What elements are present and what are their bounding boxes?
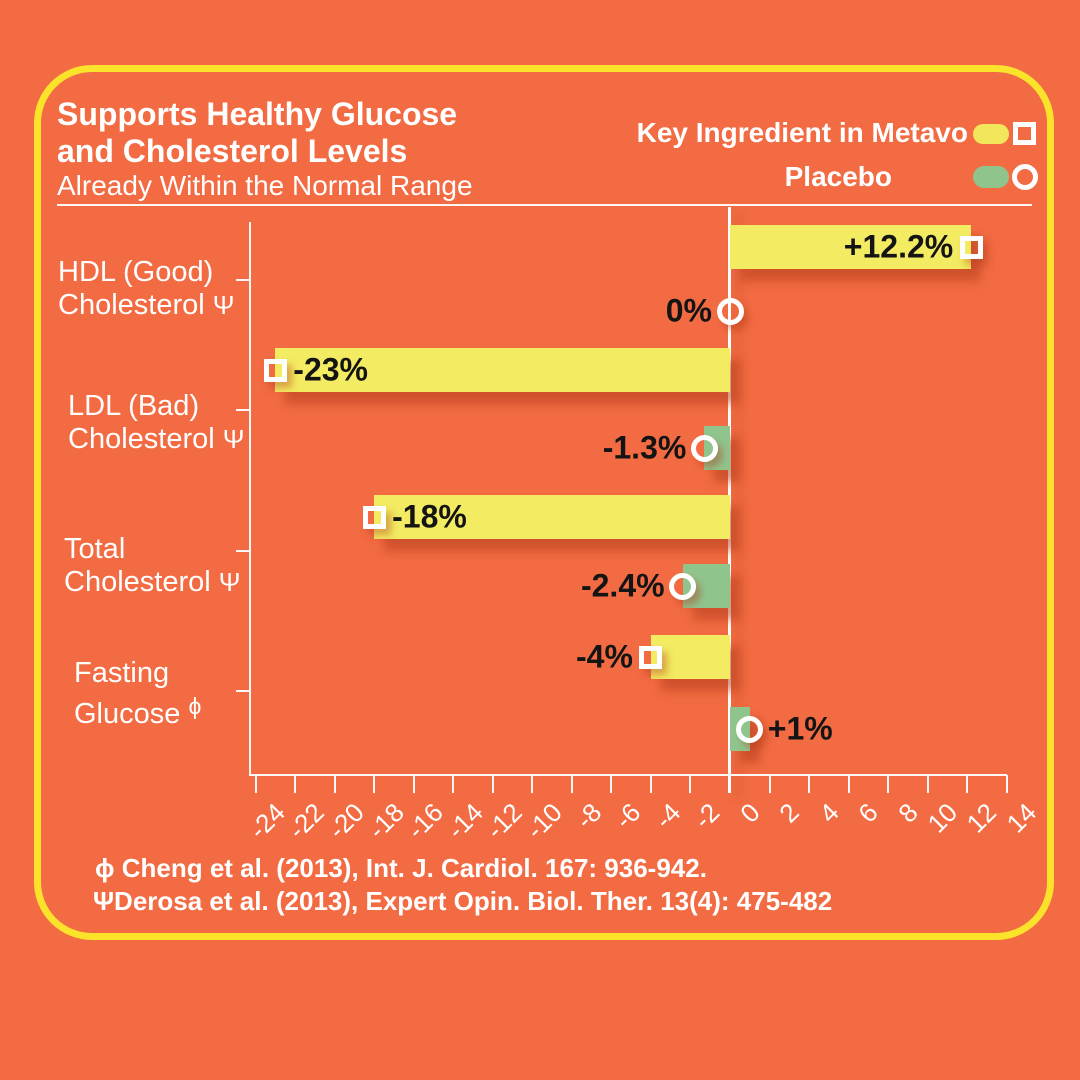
x-axis-tick: [570, 775, 573, 793]
panel-border: [34, 65, 1054, 940]
reference-symbol: Ψ: [218, 567, 241, 597]
x-axis-tick: [373, 775, 376, 793]
footnote-1: ϕ Cheng et al. (2013), Int. J. Cardiol. …: [95, 853, 707, 883]
x-axis-tick: [491, 775, 494, 793]
placebo-value-label: +1%: [767, 710, 833, 747]
legend-ingredient-swatch: [973, 124, 1009, 144]
reference-symbol: ϕ: [188, 693, 202, 719]
x-axis-tick: [333, 775, 336, 793]
category-label-0: HDL (Good) Cholesterol Ψ: [58, 256, 235, 321]
category-label-3: Fasting Glucose ϕ: [74, 657, 202, 730]
category-tick: [236, 279, 250, 281]
reference-symbol: Ψ: [212, 290, 235, 320]
footnote-2: ΨDerosa et al. (2013), Expert Opin. Biol…: [93, 886, 833, 916]
category-tick: [236, 409, 250, 411]
x-axis-line: [249, 774, 1007, 776]
category-label-1: LDL (Bad) Cholesterol Ψ: [68, 390, 245, 455]
page-subtitle: Already Within the Normal Range: [57, 170, 473, 201]
title-line-2: and Cholesterol Levels: [57, 133, 408, 169]
legend-circle-marker-icon: [1012, 164, 1038, 190]
x-tick-label: 10: [921, 797, 963, 839]
x-axis-tick: [808, 775, 811, 793]
placebo-circle-marker-icon: [690, 434, 718, 462]
category-tick: [236, 690, 250, 692]
placebo-circle-marker-icon: [736, 715, 764, 743]
header-underline: [57, 204, 1032, 206]
x-axis-tick: [1005, 775, 1008, 793]
x-axis-tick: [254, 775, 257, 793]
x-tick-label: -8: [569, 797, 608, 835]
ingredient-square-marker-icon: [263, 358, 287, 382]
ingredient-square-marker-icon: [362, 505, 386, 529]
ingredient-value-label: -4%: [576, 638, 633, 675]
x-tick-label: 6: [852, 797, 884, 829]
x-axis-tick: [847, 775, 850, 793]
placebo-circle-marker-icon: [716, 297, 744, 325]
x-axis-tick: [649, 775, 652, 793]
ingredient-square-marker-icon: [959, 235, 983, 259]
legend-item-ingredient-label: Key Ingredient in Metavo: [636, 117, 968, 148]
x-tick-label: 2: [773, 797, 805, 829]
y-axis-line: [249, 222, 251, 775]
x-axis-tick: [729, 775, 731, 793]
ingredient-bar: [650, 635, 730, 679]
legend-square-marker-icon: [1013, 122, 1036, 145]
title-line-1: Supports Healthy Glucose: [57, 96, 458, 132]
x-tick-label: -10: [519, 797, 568, 845]
ingredient-bar: [275, 348, 730, 392]
x-tick-label: -2: [688, 797, 726, 835]
page-title: Supports Healthy Glucose and Cholesterol…: [57, 96, 457, 170]
x-tick-label: 14: [1000, 797, 1042, 839]
x-tick-label: -4: [648, 797, 687, 835]
x-axis-tick: [926, 775, 929, 793]
ingredient-bar: [374, 495, 730, 539]
placebo-value-label: 0%: [665, 292, 712, 329]
legend-placebo-swatch: [973, 166, 1009, 188]
category-label-2: Total Cholesterol Ψ: [64, 533, 241, 598]
category-tick: [236, 550, 250, 552]
x-tick-label: 0: [733, 797, 766, 829]
x-axis-tick: [294, 775, 297, 793]
ingredient-value-label: +12.2%: [843, 228, 954, 265]
x-tick-label: 8: [891, 797, 924, 829]
legend-item-placebo-label: Placebo: [784, 161, 892, 192]
x-axis-tick: [689, 775, 692, 793]
placebo-circle-marker-icon: [669, 572, 697, 600]
x-tick-label: -6: [609, 797, 647, 835]
ingredient-value-label: -23%: [293, 351, 368, 388]
placebo-value-label: -2.4%: [580, 567, 665, 604]
x-axis-tick: [768, 775, 771, 793]
reference-symbol: Ψ: [222, 424, 245, 454]
ingredient-value-label: -18%: [392, 498, 467, 535]
x-axis-tick: [412, 775, 415, 793]
ingredient-bar: [730, 225, 972, 269]
x-axis-tick: [531, 775, 534, 793]
x-tick-label: 4: [812, 797, 845, 829]
x-tick-label: 12: [960, 797, 1003, 839]
x-axis-tick: [452, 775, 455, 793]
x-axis-tick: [610, 775, 613, 793]
x-axis-tick: [966, 775, 969, 793]
x-axis-tick: [887, 775, 890, 793]
ingredient-square-marker-icon: [639, 645, 663, 669]
placebo-value-label: -1.3%: [602, 429, 687, 466]
